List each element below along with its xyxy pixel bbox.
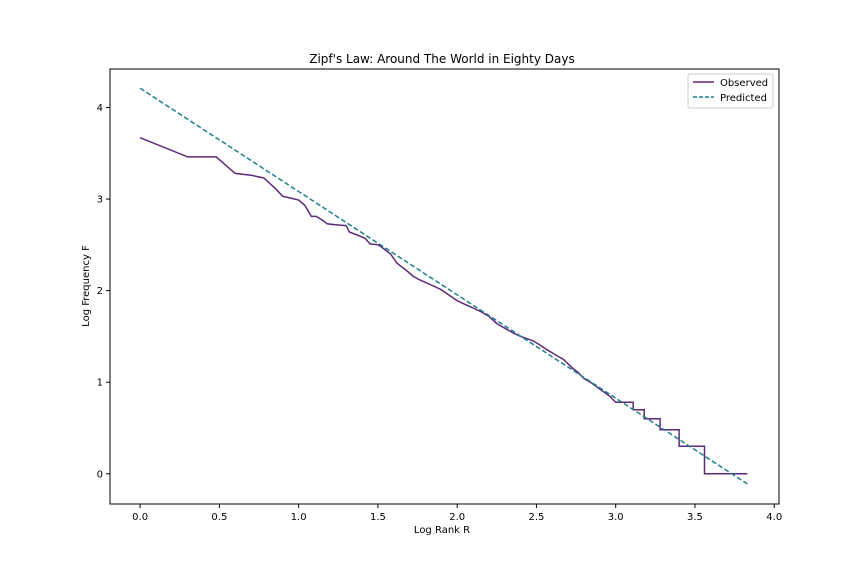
x-tick-label: 3.0	[608, 512, 624, 523]
legend-label-predicted: Predicted	[720, 93, 767, 104]
x-tick-label: 3.5	[687, 512, 703, 523]
x-tick-label: 0.5	[211, 512, 227, 523]
x-tick-label: 1.5	[370, 512, 386, 523]
legend: Observed Predicted	[687, 73, 774, 109]
x-tick-label: 2.5	[528, 512, 544, 523]
x-tick-label: 0.0	[132, 512, 148, 523]
x-tick-label: 2.0	[449, 512, 465, 523]
series-line-predicted	[139, 87, 748, 485]
series-line-observed	[139, 137, 748, 475]
axis-ticks: 0.0 0.5 1.0 1.5 2.0 2.5 3.0 3.5 4.0 0 1 2 3 4	[97, 103, 783, 523]
legend-label-observed: Observed	[720, 78, 768, 89]
x-tick-label: 1.0	[291, 512, 307, 523]
y-axis-label: Log Frequency F	[81, 245, 92, 327]
y-tick-label: 4	[97, 103, 103, 114]
x-axis-label: Log Rank R	[414, 525, 470, 536]
plot-frame	[109, 68, 780, 505]
y-tick-label: 0	[97, 469, 103, 480]
x-tick-label: 4.0	[766, 512, 782, 523]
plot-area	[139, 87, 748, 485]
chart-title: Zipf's Law: Around The World in Eighty D…	[309, 52, 574, 66]
y-tick-label: 2	[97, 286, 103, 297]
y-tick-label: 3	[97, 195, 103, 206]
y-tick-label: 1	[97, 378, 103, 389]
